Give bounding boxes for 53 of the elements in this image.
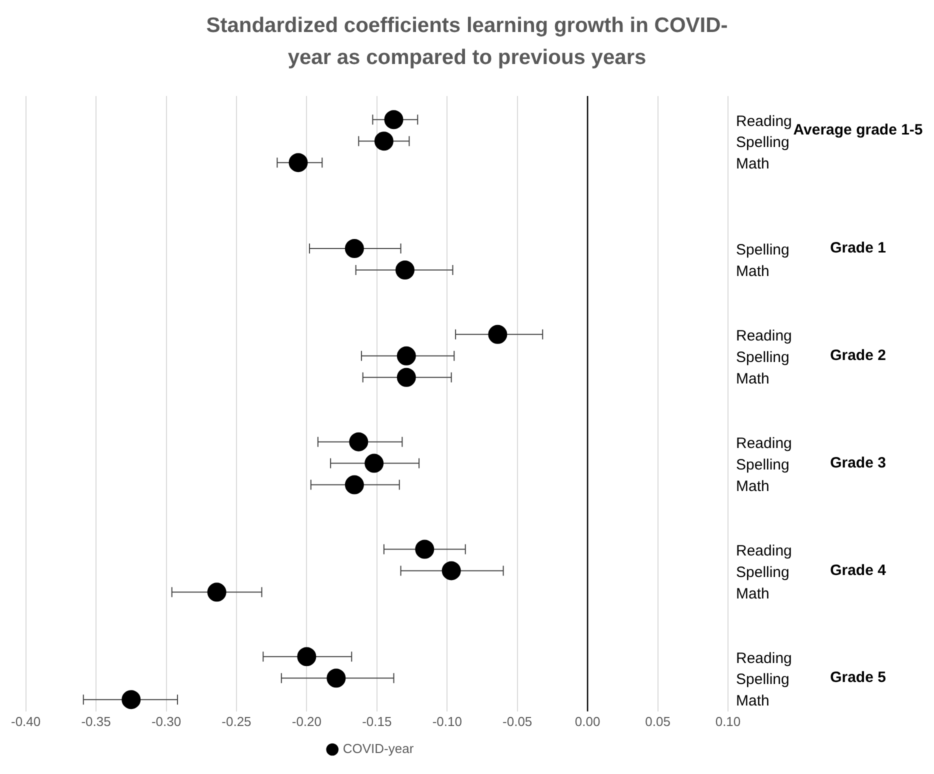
- x-tick-label: -0.10: [432, 714, 462, 729]
- y-tick-label: Math: [736, 370, 770, 388]
- x-tick-label: -0.20: [292, 714, 322, 729]
- point: [297, 647, 316, 666]
- y-tick-label: Math: [736, 585, 770, 602]
- x-tick-label: -0.25: [222, 714, 252, 729]
- y-tick-label: Math: [736, 263, 770, 280]
- y-tick-label: Math: [736, 692, 770, 710]
- point: [288, 153, 308, 172]
- y-tick-label: Spelling: [736, 242, 790, 259]
- y-tick-label: Reading: [736, 328, 792, 345]
- y-tick-label: Spelling: [736, 564, 790, 581]
- text: Grade 3: [830, 454, 886, 472]
- y-tick-label: Spelling: [736, 134, 790, 152]
- point: [326, 668, 346, 688]
- point: [344, 239, 364, 258]
- y-tick-label: Reading: [736, 434, 792, 452]
- x-tick-label: 0.00: [574, 714, 600, 729]
- point: [344, 475, 364, 494]
- point: [364, 454, 384, 473]
- x-tick-label: -0.30: [151, 714, 182, 729]
- point: [395, 260, 414, 280]
- x-tick-label: -0.05: [502, 714, 532, 729]
- x-tick-label: 0.10: [715, 714, 741, 729]
- text: Average grade 1-5: [793, 122, 923, 139]
- point: [374, 132, 394, 151]
- point: [207, 582, 226, 602]
- point: [415, 540, 434, 559]
- legend-label: COVID-year: [342, 741, 414, 756]
- y-tick-label: Math: [736, 478, 770, 495]
- y-tick-label: Reading: [736, 650, 792, 667]
- y-tick-label: Reading: [736, 542, 792, 560]
- text: Grade 2: [830, 347, 886, 364]
- x-tick-label: -0.15: [362, 714, 392, 729]
- y-tick-label: Math: [736, 156, 770, 173]
- x-tick-label: -0.35: [81, 714, 111, 729]
- chart-title: Standardized coefficients learning growth in COVID-year as compared to previous years: [205, 13, 729, 71]
- point: [442, 561, 461, 580]
- point: [122, 690, 141, 710]
- x-tick-label: -0.40: [10, 714, 41, 729]
- point: [384, 110, 404, 130]
- point: [396, 368, 416, 387]
- y-tick-label: Reading: [736, 112, 792, 130]
- text: Grade 5: [830, 669, 886, 686]
- text: Grade 1: [830, 240, 886, 257]
- point: [488, 324, 508, 344]
- point: [349, 432, 368, 452]
- text: Grade 4: [830, 562, 887, 579]
- y-tick-label: Spelling: [736, 349, 790, 366]
- y-tick-label: Spelling: [736, 456, 790, 474]
- point: [396, 346, 416, 366]
- x-tick-label: 0.05: [645, 714, 670, 729]
- y-tick-label: Spelling: [736, 671, 790, 688]
